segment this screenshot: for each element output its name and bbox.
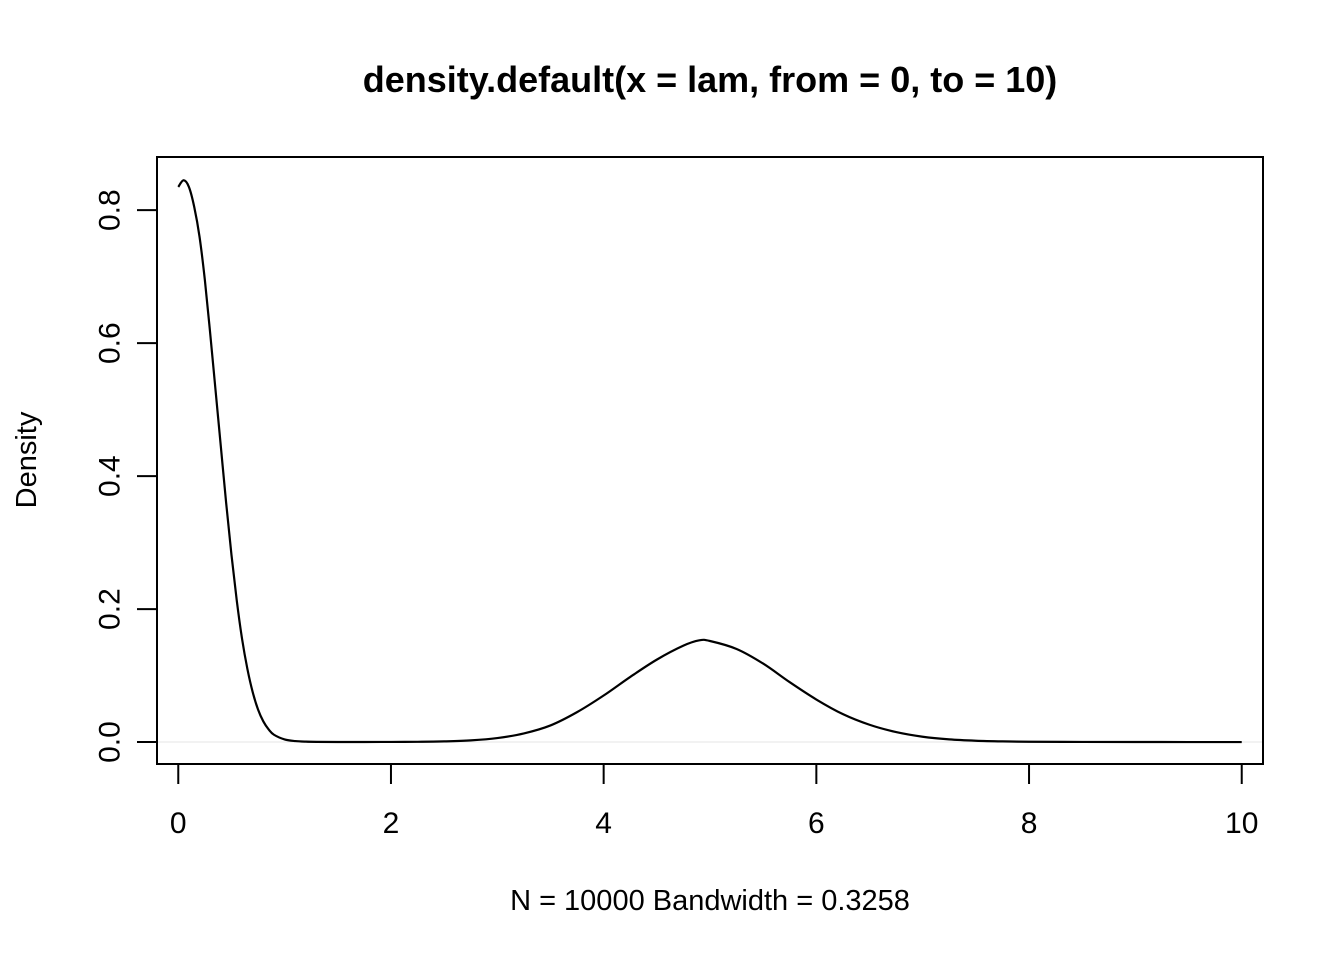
y-tick-label: 0.8 (94, 189, 127, 231)
density-series-line (177, 179, 1242, 744)
y-tick-label: 0.2 (94, 588, 127, 630)
chart-title: density.default(x = lam, from = 0, to = … (363, 59, 1058, 100)
y-tick-label: 0.6 (94, 322, 127, 364)
y-tick-label: 0.4 (94, 455, 127, 497)
y-axis: 0.0 0.2 0.4 0.6 0.8 (94, 189, 158, 763)
x-tick-label: 6 (808, 807, 825, 840)
x-tick-label: 4 (595, 807, 612, 840)
y-axis-label: Density (11, 411, 43, 508)
x-tick-label: 8 (1021, 807, 1038, 840)
plot-frame (156, 156, 1264, 765)
x-tick-label: 2 (383, 807, 400, 840)
x-axis-label: N = 10000 Bandwidth = 0.3258 (510, 885, 910, 917)
x-tick-label: 0 (170, 807, 187, 840)
x-tick-label: 10 (1225, 807, 1258, 840)
y-tick-label: 0.0 (94, 721, 127, 763)
x-axis: 0 2 4 6 8 10 (170, 763, 1258, 840)
